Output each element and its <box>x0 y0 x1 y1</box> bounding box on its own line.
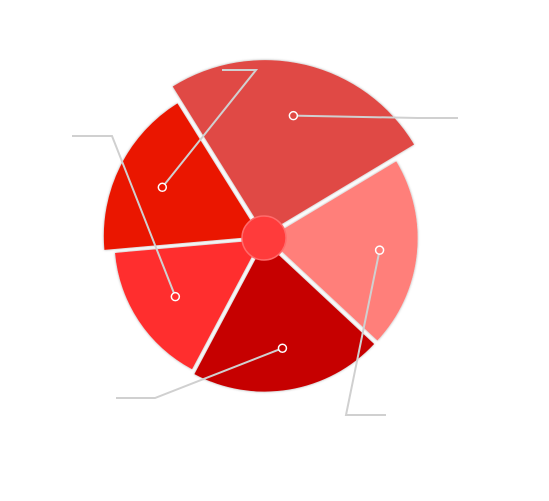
leader-line-1 <box>293 114 458 119</box>
leader-dot-5 <box>157 182 168 193</box>
leader-lines-group <box>72 69 458 416</box>
center-hub <box>241 215 287 261</box>
pie-slice-2[interactable] <box>267 161 418 341</box>
leader-dot-2 <box>374 245 385 255</box>
leader-dot-3 <box>277 343 288 353</box>
leader-dot-1 <box>288 110 299 121</box>
pie-slice-1[interactable] <box>172 60 415 235</box>
leader-line-2 <box>344 249 386 416</box>
leader-dot-4 <box>170 291 181 302</box>
leader-line-4 <box>72 135 177 298</box>
leader-line-5 <box>161 69 259 188</box>
pie-slice-3[interactable] <box>194 241 375 392</box>
pie-slice-4[interactable] <box>115 240 261 370</box>
leader-line-3 <box>116 347 283 399</box>
